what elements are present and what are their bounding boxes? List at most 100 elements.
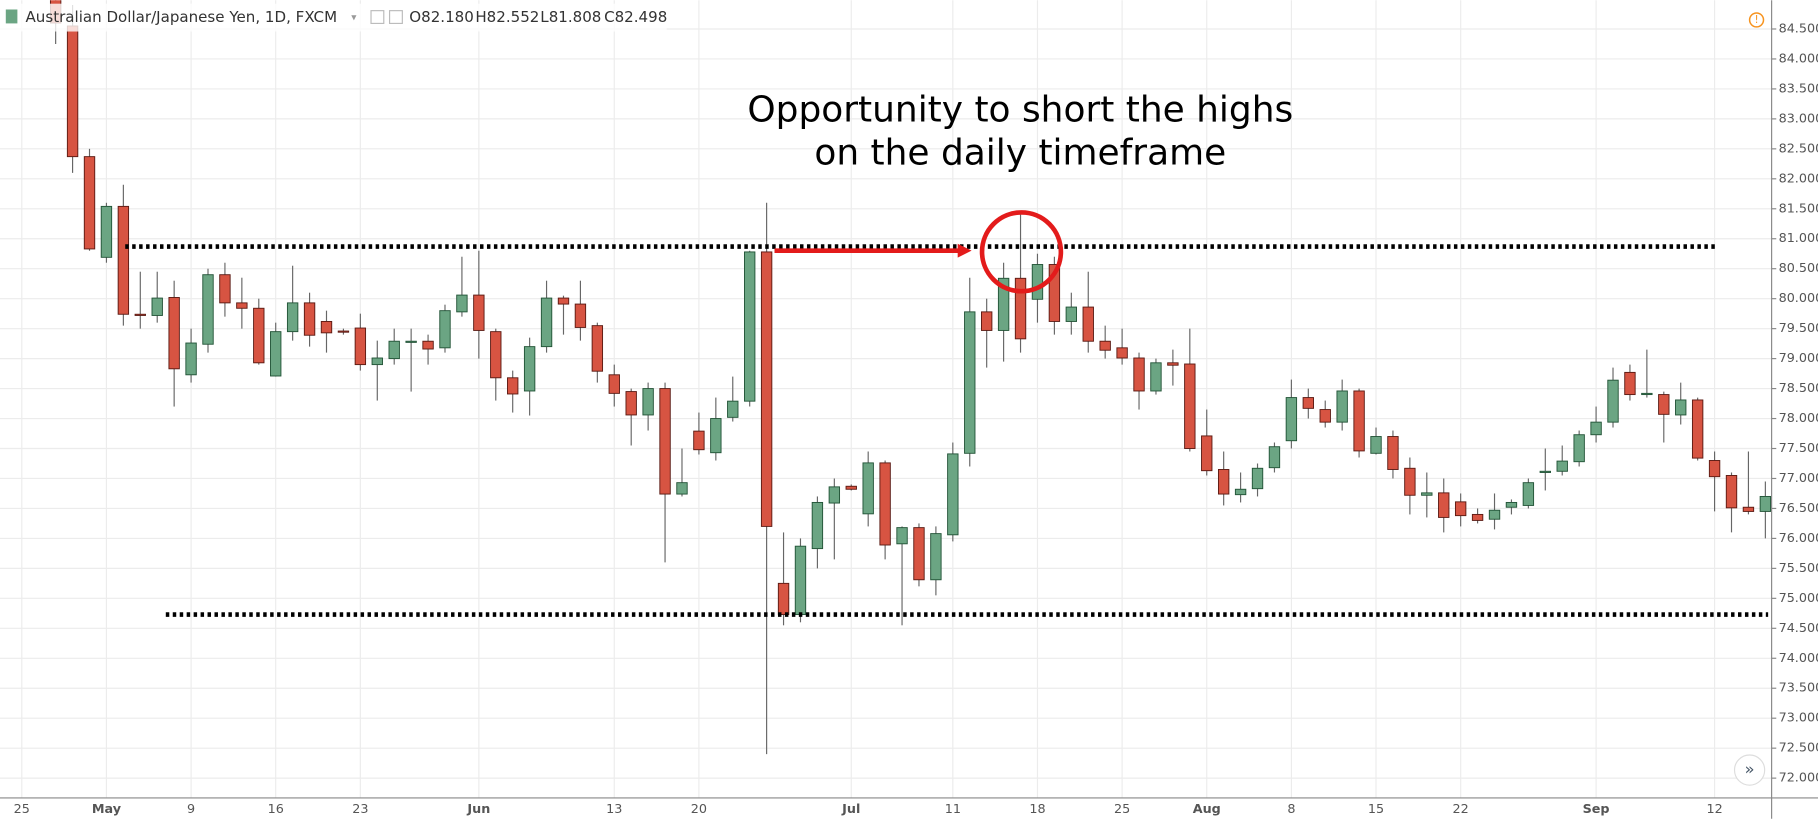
candle-body <box>168 297 180 370</box>
ohlc-low: L81.808 <box>540 8 601 26</box>
candle-body <box>1048 264 1061 322</box>
candle-body <box>490 331 502 379</box>
candle-body <box>964 311 976 454</box>
candle-body <box>270 331 282 377</box>
warning-icon[interactable] <box>1748 12 1765 28</box>
x-tick-label: Aug <box>1193 802 1221 817</box>
x-tick-label: 16 <box>268 802 284 817</box>
candle-body <box>760 251 773 527</box>
candle-body <box>913 527 925 581</box>
candle-body <box>608 374 620 394</box>
candle-body <box>1116 347 1128 359</box>
warning-icon-mark: ! <box>1754 14 1758 26</box>
candle-body <box>794 545 807 615</box>
candle-body <box>1488 509 1501 520</box>
candle-body <box>371 357 383 366</box>
y-tick-label: 80.500 <box>1779 261 1818 276</box>
grid <box>0 0 1772 798</box>
candle-body <box>1522 482 1535 506</box>
candle-body <box>1742 506 1755 512</box>
y-tick-label: 79.500 <box>1779 321 1818 336</box>
candle-body <box>1556 460 1568 472</box>
y-tick-label: 76.000 <box>1779 531 1818 546</box>
candle-body <box>540 297 553 348</box>
y-tick-label: 72.500 <box>1779 741 1818 756</box>
candle-body <box>1454 501 1467 517</box>
candle-body <box>1387 436 1399 470</box>
x-tick-label: May <box>92 802 122 817</box>
candle-body <box>66 25 79 158</box>
y-tick-label: 76.500 <box>1779 501 1818 516</box>
highlight-circle <box>979 210 1064 294</box>
y-tick-label: 82.000 <box>1779 171 1818 186</box>
candle-body <box>811 501 824 550</box>
candle-body <box>523 346 536 392</box>
candle-body <box>303 302 316 336</box>
scroll-button[interactable] <box>1733 754 1766 786</box>
candle-body <box>1167 362 1179 366</box>
candle-body <box>981 311 993 331</box>
candle-body <box>930 533 942 581</box>
candle-body <box>202 274 214 345</box>
y-tick-label: 80.000 <box>1779 291 1818 306</box>
header-bg <box>0 3 667 32</box>
candle-body <box>219 274 231 304</box>
candle-body <box>1708 460 1721 478</box>
y-tick-label: 84.500 <box>1779 21 1818 36</box>
x-tick-label: 18 <box>1029 802 1045 817</box>
candle-body <box>1573 434 1585 463</box>
annotation: Opportunity to short the highs <box>747 90 1293 131</box>
x-tick-label: 15 <box>1368 802 1384 817</box>
candle-body <box>896 527 908 545</box>
ohlc-open: O82.180 <box>409 8 474 26</box>
icon[interactable] <box>388 10 403 24</box>
candle-body <box>388 340 400 360</box>
candle-body <box>642 388 654 416</box>
candle-body <box>185 342 197 376</box>
arrow-head <box>957 243 972 258</box>
candle-body <box>1285 397 1298 442</box>
candle-body <box>1336 390 1348 423</box>
candle-body <box>828 486 841 504</box>
x-tick-label: 13 <box>606 802 622 817</box>
candle-body <box>456 294 468 313</box>
candle-body <box>676 482 688 495</box>
candle-body <box>693 430 705 451</box>
candle-body <box>507 377 519 395</box>
candle-body <box>710 418 722 454</box>
x-tick-label: 8 <box>1287 802 1295 817</box>
candle-body <box>100 205 113 258</box>
candle-body <box>1319 409 1331 423</box>
x-tick-label: Sep <box>1583 802 1610 817</box>
y-tick-label: 81.000 <box>1779 231 1818 246</box>
candle-body <box>337 330 350 333</box>
y-tick-label: 74.000 <box>1779 651 1818 666</box>
candle-body <box>879 462 891 546</box>
x-tick-label: 11 <box>945 802 961 817</box>
candle-body <box>1421 492 1433 496</box>
candle-body <box>473 294 485 331</box>
candle-body <box>1590 421 1602 436</box>
x-tick-label: 22 <box>1453 802 1469 817</box>
icon[interactable] <box>370 10 385 24</box>
candle-body <box>625 391 637 416</box>
candle-body <box>236 302 248 309</box>
candle-body <box>1607 379 1619 423</box>
symbol-icon <box>5 9 18 24</box>
candle-body <box>1404 467 1416 496</box>
candle-body <box>1234 488 1247 496</box>
annotation: on the daily timeframe <box>814 132 1226 173</box>
x-tick-label: 20 <box>691 802 707 817</box>
y-tick-label: 77.500 <box>1779 441 1818 456</box>
candle-body <box>1505 501 1518 508</box>
symbol-title: Australian Dollar/Japanese Yen, 1D, FXCM <box>26 8 338 26</box>
dropdown[interactable]: ▾ <box>351 12 357 24</box>
candle-body <box>1082 306 1094 342</box>
y-tick-label: 79.000 <box>1779 351 1818 366</box>
candle-body <box>286 302 299 333</box>
ohlc-close: C82.498 <box>604 8 667 26</box>
y-tick-label: 75.500 <box>1779 561 1818 576</box>
candle-body <box>947 453 959 536</box>
